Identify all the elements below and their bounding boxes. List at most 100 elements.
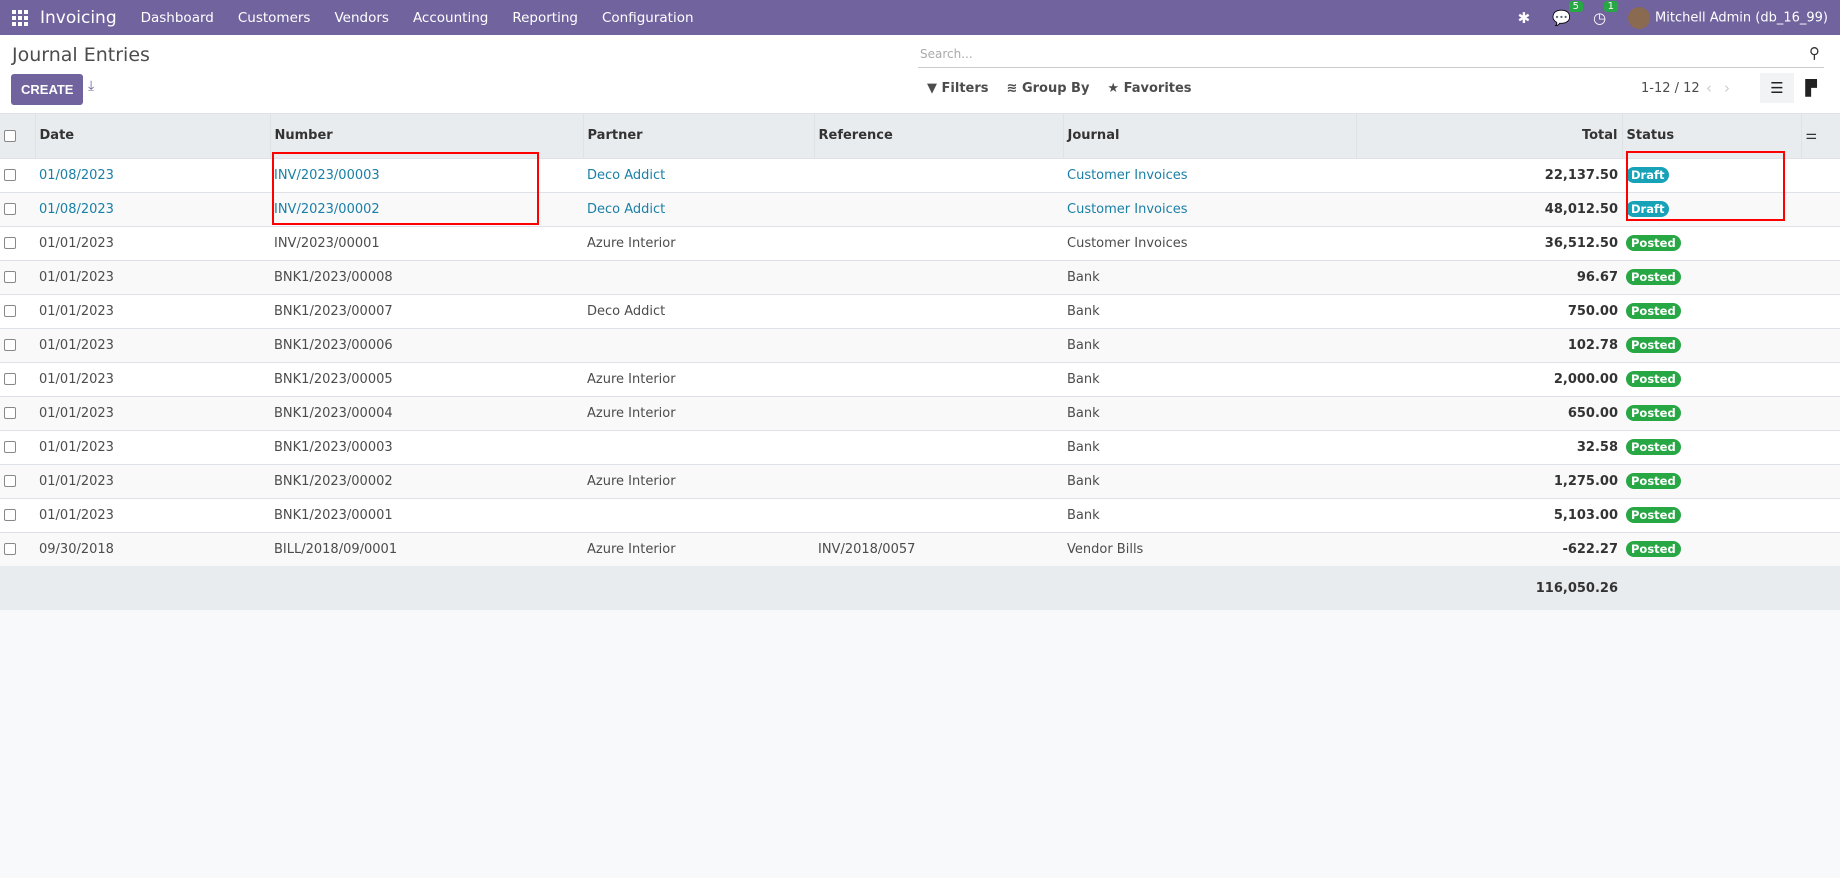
menu-dashboard[interactable]: Dashboard	[140, 9, 214, 26]
menu-configuration[interactable]: Configuration	[601, 9, 694, 26]
search-icon[interactable]: ⚲	[1809, 44, 1820, 62]
table-row[interactable]: 01/08/2023 INV/2023/00003 Deco Addict Custo…	[0, 157, 1840, 192]
row-checkbox[interactable]	[4, 305, 16, 317]
debug-bug-icon[interactable]: ✱	[1517, 8, 1531, 27]
cell-number: BNK1/2023/00007	[270, 293, 583, 328]
avatar	[1628, 6, 1651, 29]
row-checkbox[interactable]	[4, 543, 16, 556]
row-checkbox[interactable]	[4, 237, 16, 249]
table-row[interactable]: 09/30/2018 BILL/2018/09/0001 Azure Interio…	[0, 531, 1840, 566]
cell-date: 01/01/2023	[35, 293, 270, 328]
cell-partner	[583, 327, 814, 362]
cell-reference	[814, 293, 1063, 328]
row-checkbox[interactable]	[4, 475, 16, 487]
column-header-total[interactable]: Total	[1356, 114, 1623, 158]
cell-total: 2,000.00	[1356, 361, 1622, 396]
top-navbar: Invoicing Dashboard Customers Vendors Accou…	[0, 0, 1840, 35]
table-row[interactable]: 01/01/2023 BNK1/2023/00008 Bank 96.67 Posted	[0, 259, 1840, 294]
cell-number: BNK1/2023/00005	[270, 361, 583, 396]
cell-journal: Bank	[1063, 497, 1356, 532]
status-badge: Posted	[1626, 371, 1681, 387]
row-checkbox[interactable]	[4, 407, 16, 419]
row-checkbox[interactable]	[4, 441, 16, 453]
menu-customers[interactable]: Customers	[237, 9, 311, 26]
kanban-view-icon[interactable]: ▛	[1805, 79, 1817, 97]
pager-prev-icon[interactable]: ‹	[1706, 79, 1724, 97]
cell-partner	[583, 429, 814, 464]
cell-date: 01/01/2023	[35, 327, 270, 362]
messages-icon[interactable]: 💬 5	[1552, 0, 1583, 27]
column-header-status[interactable]: Status	[1622, 114, 1802, 158]
cell-partner: Azure Interior	[583, 463, 814, 498]
status-badge: Posted	[1626, 541, 1681, 558]
activities-badge: 1	[1603, 0, 1619, 12]
search-input[interactable]: Search... ⚲	[918, 41, 1824, 68]
menu-accounting[interactable]: Accounting	[412, 9, 489, 26]
column-header-number[interactable]: Number	[270, 114, 584, 158]
row-checkbox[interactable]	[4, 339, 16, 351]
row-checkbox[interactable]	[4, 509, 16, 521]
favorites-button[interactable]: ★ Favorites	[1107, 81, 1192, 96]
status-badge: Posted	[1626, 269, 1681, 285]
user-menu[interactable]: Mitchell Admin (db_16_99)	[1628, 6, 1828, 29]
table-row[interactable]: 01/01/2023 BNK1/2023/00001 Bank 5,103.00 Pos…	[0, 497, 1840, 532]
cell-date: 01/08/2023	[35, 191, 270, 226]
cell-total: 36,512.50	[1356, 225, 1622, 260]
optional-columns-icon[interactable]: ⚌	[1805, 128, 1818, 144]
list-view-icon[interactable]: ☰	[1760, 73, 1794, 103]
cell-partner: Deco Addict	[583, 293, 814, 328]
apps-menu-icon[interactable]	[12, 9, 28, 26]
select-all-checkbox[interactable]	[4, 129, 16, 142]
activities-clock-icon[interactable]: ◷ 1	[1593, 0, 1619, 27]
cell-total: 22,137.50	[1356, 157, 1622, 192]
table-row[interactable]: 01/01/2023 BNK1/2023/00006 Bank 102.78 Poste…	[0, 327, 1840, 362]
menu-vendors[interactable]: Vendors	[334, 9, 389, 26]
column-header-journal[interactable]: Journal	[1063, 114, 1357, 158]
pager-next-icon[interactable]: ›	[1724, 79, 1742, 97]
table-row[interactable]: 01/01/2023 BNK1/2023/00005 Azure Interior B…	[0, 361, 1840, 396]
row-checkbox[interactable]	[4, 271, 16, 283]
table-row[interactable]: 01/01/2023 BNK1/2023/00007 Deco Addict Bank…	[0, 293, 1840, 328]
cell-total: 1,275.00	[1356, 463, 1622, 498]
filters-button[interactable]: ▼ Filters	[927, 81, 989, 96]
journal-entries-table: Date Number Partner Reference Journal Total St…	[0, 114, 1840, 610]
table-row[interactable]: 01/08/2023 INV/2023/00002 Deco Addict Custo…	[0, 191, 1840, 226]
cell-date: 01/01/2023	[35, 361, 270, 396]
search-placeholder: Search...	[920, 47, 973, 61]
status-badge: Posted	[1626, 473, 1681, 489]
status-badge: Draft	[1626, 167, 1670, 183]
status-badge: Posted	[1626, 337, 1681, 353]
grand-total: 116,050.26	[1356, 566, 1622, 610]
table-row[interactable]: 01/01/2023 INV/2023/00001 Azure Interior Cu…	[0, 225, 1840, 260]
cell-journal: Bank	[1063, 395, 1356, 430]
status-badge: Posted	[1626, 439, 1681, 455]
row-checkbox[interactable]	[4, 169, 16, 181]
table-row[interactable]: 01/01/2023 BNK1/2023/00002 Azure Interior B…	[0, 463, 1840, 498]
cell-date: 01/01/2023	[35, 429, 270, 464]
status-badge: Posted	[1626, 507, 1681, 523]
app-name[interactable]: Invoicing	[40, 7, 117, 28]
cell-reference	[814, 191, 1063, 226]
column-header-partner[interactable]: Partner	[583, 114, 815, 158]
row-checkbox[interactable]	[4, 203, 16, 215]
row-checkbox[interactable]	[4, 373, 16, 385]
cell-partner: Azure Interior	[583, 361, 814, 396]
download-icon[interactable]: ⤓	[88, 78, 95, 94]
group-by-button[interactable]: ≋ Group By	[1006, 81, 1090, 96]
cell-journal: Bank	[1063, 327, 1356, 362]
table-row[interactable]: 01/01/2023 BNK1/2023/00003 Bank 32.58 Posted	[0, 429, 1840, 464]
column-header-date[interactable]: Date	[35, 114, 271, 158]
cell-number: BNK1/2023/00002	[270, 463, 583, 498]
create-button[interactable]: CREATE	[11, 74, 84, 105]
table-row[interactable]: 01/01/2023 BNK1/2023/00004 Azure Interior B…	[0, 395, 1840, 430]
cell-reference	[814, 327, 1063, 362]
pager-value[interactable]: 1-12 / 12	[1641, 81, 1700, 96]
cell-date: 01/01/2023	[35, 225, 270, 260]
cell-journal: Bank	[1063, 293, 1356, 328]
cell-reference: INV/2018/0057	[814, 531, 1063, 566]
cell-journal: Customer Invoices	[1063, 225, 1356, 260]
menu-reporting[interactable]: Reporting	[512, 9, 578, 26]
cell-reference	[814, 225, 1063, 260]
column-header-reference[interactable]: Reference	[814, 114, 1064, 158]
status-badge: Posted	[1626, 235, 1681, 251]
